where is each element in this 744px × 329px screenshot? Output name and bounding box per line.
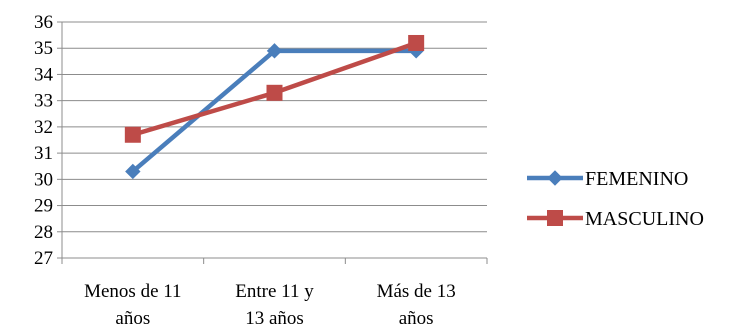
y-tick-label: 27 — [34, 248, 53, 269]
x-category-label: 13 años — [245, 308, 304, 329]
y-tick-label: 28 — [34, 222, 53, 243]
legend-label: MASCULINO — [585, 208, 704, 230]
legend-item-masculino: MASCULINO — [527, 208, 704, 230]
y-tick-label: 36 — [34, 12, 53, 33]
x-category-label: Menos de 11 — [84, 281, 181, 302]
y-tick-label: 33 — [34, 91, 53, 112]
data-point — [124, 126, 141, 143]
data-point — [266, 43, 283, 59]
series-femenino — [125, 43, 424, 180]
data-point — [266, 84, 283, 101]
legend: FEMENINO MASCULINO — [527, 168, 704, 230]
x-category-label: años — [399, 308, 434, 329]
data-point — [408, 34, 425, 51]
legend-marker — [547, 170, 563, 186]
y-tick-label: 34 — [34, 64, 54, 85]
axes — [57, 21, 488, 264]
legend-marker — [547, 210, 563, 226]
legend-label: FEMENINO — [585, 168, 688, 190]
y-tick-label: 30 — [34, 169, 53, 190]
y-tick-label: 31 — [34, 143, 53, 164]
y-tick-label: 35 — [34, 38, 53, 59]
x-axis-category-labels: Menos de 11 años Entre 11 y 13 años Más de 1… — [84, 281, 456, 329]
legend-item-femenino: FEMENINO — [527, 168, 688, 190]
x-category-label: Entre 11 y — [235, 281, 314, 302]
y-tick-label: 29 — [34, 196, 53, 217]
x-category-label: años — [115, 308, 150, 329]
y-tick-label: 32 — [34, 117, 53, 138]
data-point — [125, 163, 141, 180]
series-layer — [124, 34, 425, 180]
series-masculino — [124, 34, 425, 143]
y-axis-tick-labels: 27 28 29 30 31 32 33 34 35 36 — [34, 12, 54, 269]
x-category-label: Más de 13 — [377, 281, 456, 302]
